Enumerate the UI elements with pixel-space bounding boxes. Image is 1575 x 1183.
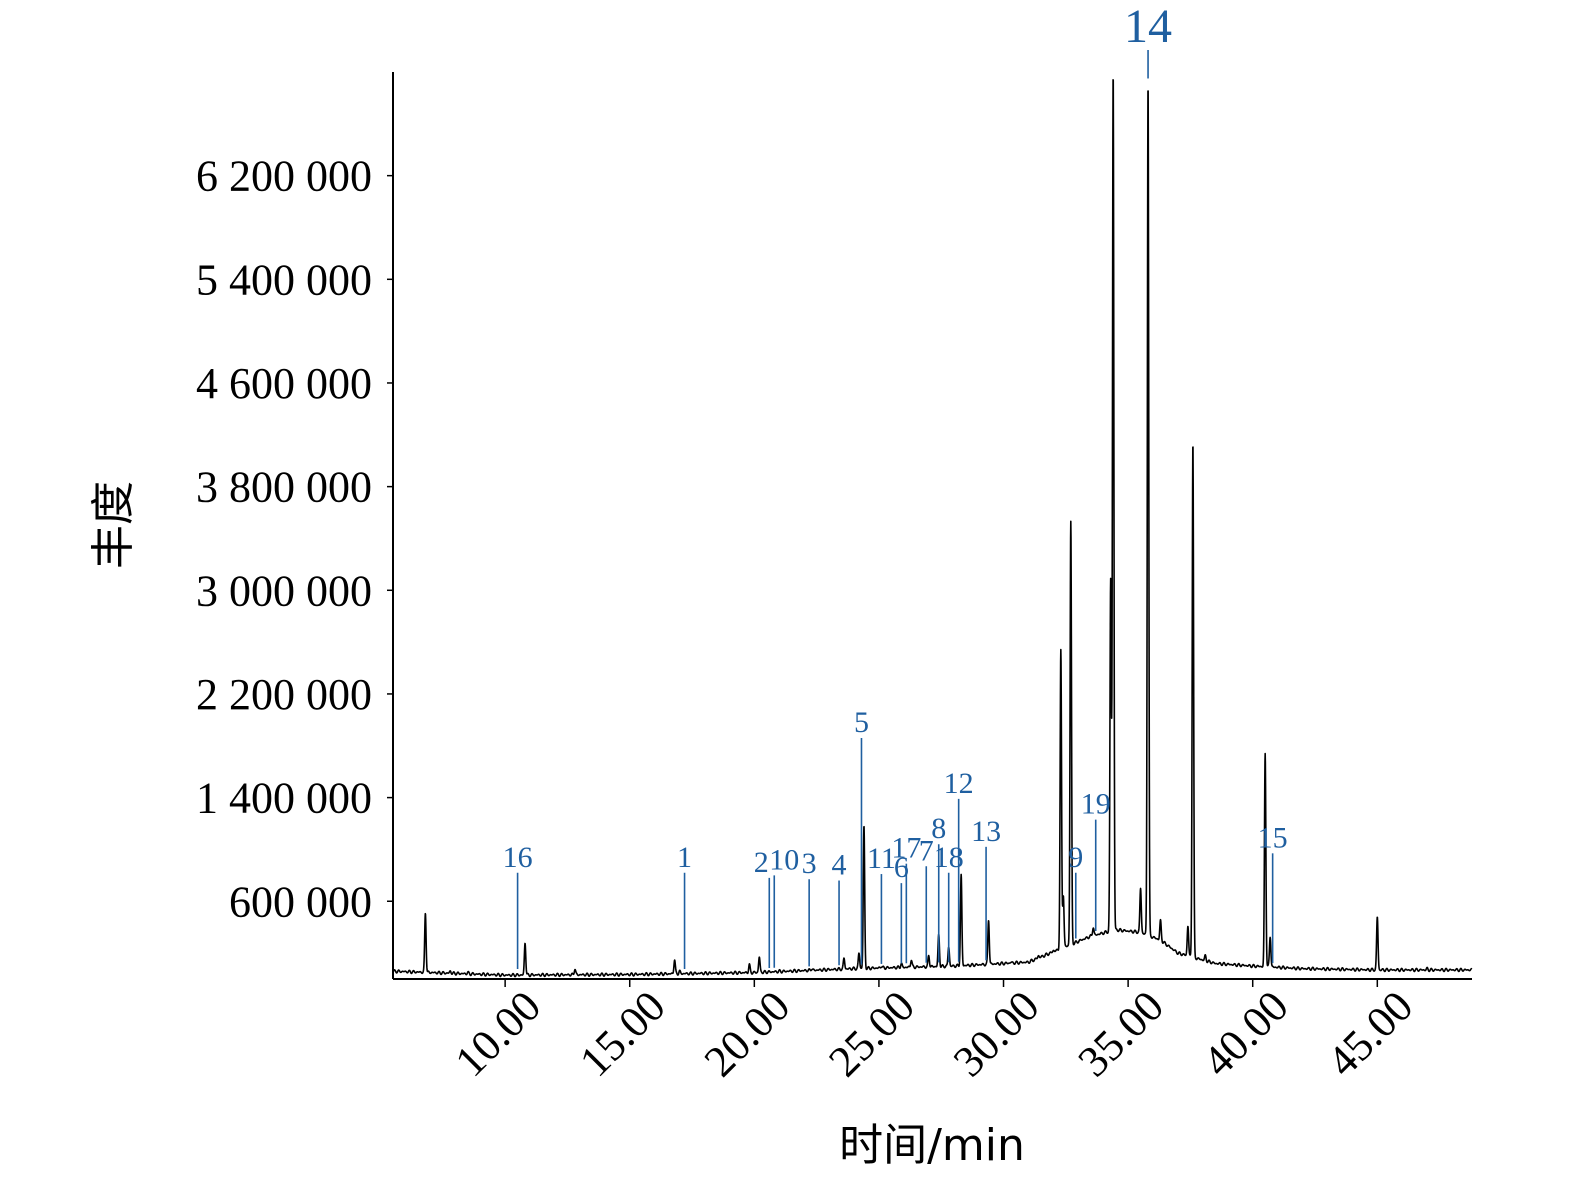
- series-layer: [392, 79, 1473, 978]
- peak-label-4: 4: [832, 849, 847, 882]
- y-tick-label: 5 400 000: [196, 255, 372, 304]
- x-tick-label: 35.00: [1069, 981, 1174, 1086]
- peak-label-17: 17: [891, 832, 921, 865]
- peak-label-6: 6: [894, 851, 909, 884]
- x-tick-label: 15.00: [570, 981, 675, 1086]
- x-tick-label: 25.00: [819, 981, 924, 1086]
- x-tick-label: 30.00: [944, 981, 1049, 1086]
- peak-label-16: 16: [503, 841, 533, 874]
- x-tick-label: 20.00: [695, 981, 800, 1086]
- peak-label-10: 10: [769, 843, 799, 876]
- peak-label-11: 11: [867, 842, 896, 875]
- chromatogram-trace: [392, 79, 1473, 978]
- y-tick-label: 6 200 000: [196, 152, 372, 201]
- y-tick-label: 3 800 000: [196, 463, 372, 512]
- peak-label-3: 3: [802, 847, 817, 880]
- x-axis-title: 时间/min: [839, 1120, 1025, 1171]
- y-tick-label: 1 400 000: [196, 774, 372, 823]
- peak-label-5: 5: [854, 706, 869, 739]
- peak-label-13: 13: [971, 815, 1001, 848]
- x-tick-label: 10.00: [446, 981, 551, 1086]
- axes: 600 000 1 400 000 2 200 000 3 000 000 3 800 …: [196, 72, 1472, 1086]
- peak-label-9: 9: [1068, 841, 1083, 874]
- y-tick-label: 2 200 000: [196, 670, 372, 719]
- x-tick-label: 40.00: [1193, 981, 1298, 1086]
- x-tick-label: 45.00: [1318, 981, 1423, 1086]
- y-tick-label: 4 600 000: [196, 359, 372, 408]
- y-tick-label: 3 000 000: [196, 566, 372, 615]
- peak-label-15: 15: [1258, 821, 1288, 854]
- y-tick-label: 600 000: [229, 877, 372, 926]
- peak-label-14: 14: [1124, 0, 1172, 53]
- peak-label-2: 2: [754, 846, 769, 879]
- peak-label-1: 1: [677, 841, 692, 874]
- peak-label-8: 8: [931, 812, 946, 845]
- peak-label-7: 7: [919, 834, 934, 867]
- y-axis-title: 丰度: [88, 481, 139, 569]
- peak-label-19: 19: [1081, 788, 1111, 821]
- peak-label-12: 12: [944, 767, 974, 800]
